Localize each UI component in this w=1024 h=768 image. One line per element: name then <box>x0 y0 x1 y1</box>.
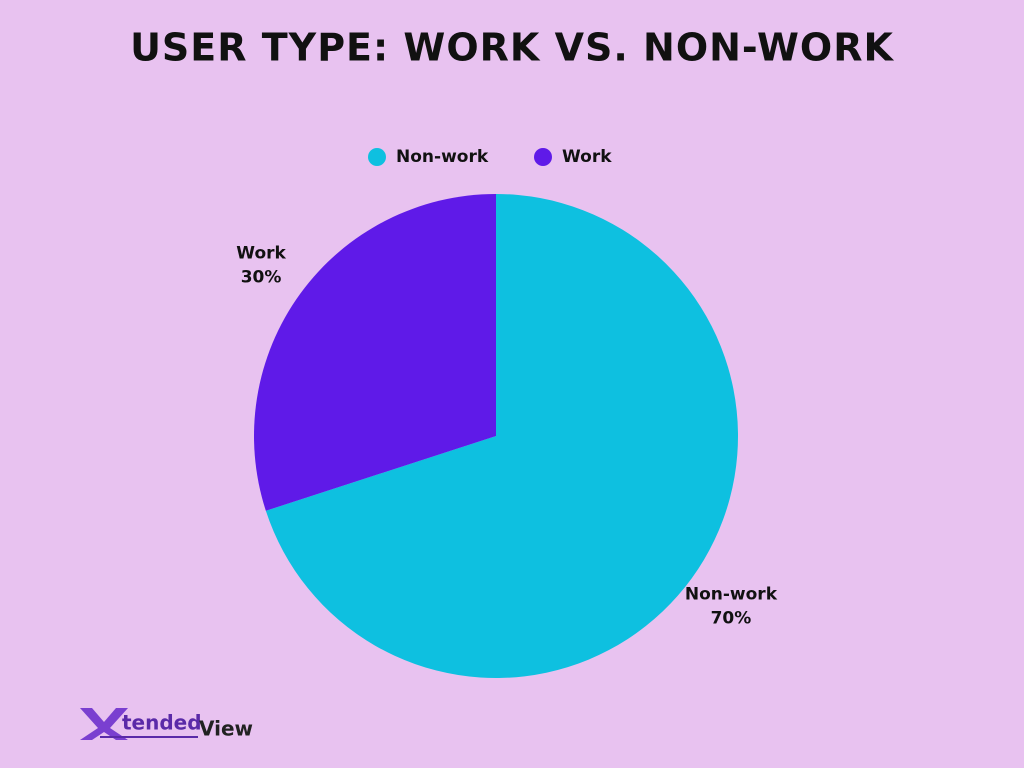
value-label: 30% <box>241 267 282 287</box>
legend-label: Non-work <box>396 147 489 167</box>
slice-label: Non-work <box>685 585 778 605</box>
legend-swatch <box>368 148 386 166</box>
logo-word: tended <box>122 711 202 735</box>
legend-swatch <box>534 148 552 166</box>
logo-mark-shape <box>80 708 128 740</box>
value-label: 70% <box>711 609 752 629</box>
legend-label: Work <box>562 147 612 167</box>
slice-label: Work <box>236 243 286 263</box>
logo: X tended View <box>80 708 253 741</box>
pie-slice <box>265 194 739 678</box>
pie-slice <box>254 194 496 511</box>
logo-word: View <box>199 717 253 741</box>
chart-title: USER TYPE: WORK VS. NON-WORK <box>130 26 894 70</box>
